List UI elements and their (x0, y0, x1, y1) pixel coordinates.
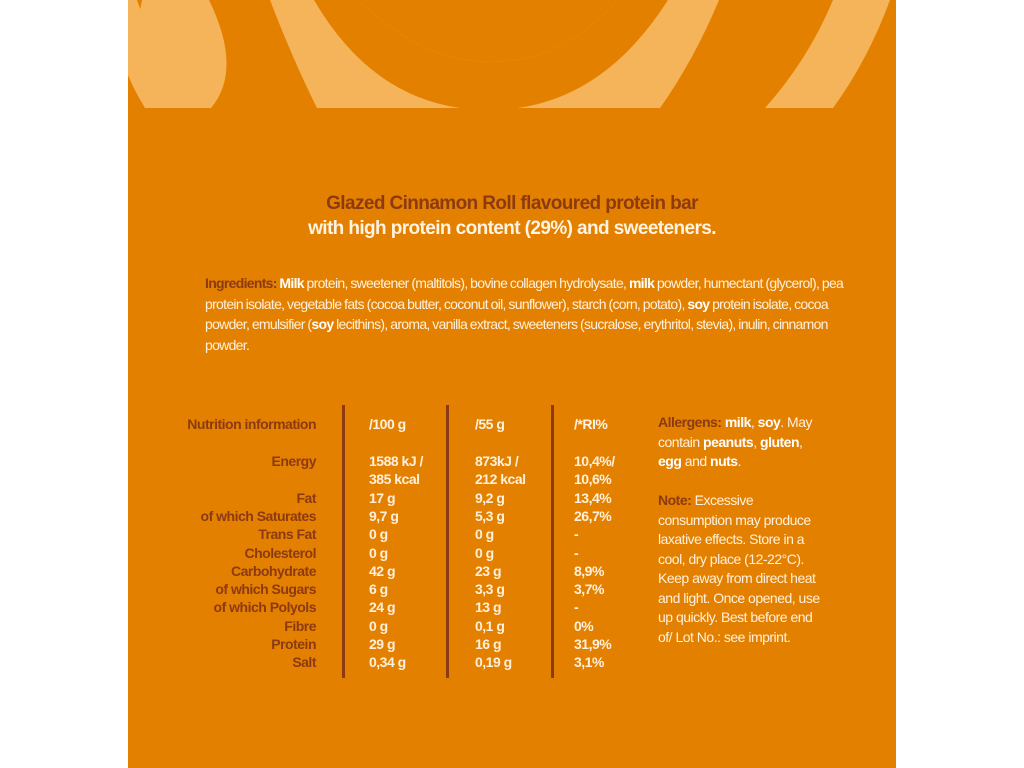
nutrition-panel: Glazed Cinnamon Roll flavoured protein b… (128, 0, 896, 768)
text-segment: protein, sweetener (maltitols), bovine c… (303, 275, 629, 291)
value-per-100g: 385 kcal (369, 471, 420, 488)
column-divider (342, 405, 345, 678)
swirl-left-band (136, 0, 227, 108)
swirl-right-band (765, 0, 890, 108)
value-per-55g: 23 g (475, 562, 502, 579)
bold-allergen: Milk (279, 275, 304, 291)
nutrient-label: Fat (296, 489, 317, 506)
storage-note: Note: Excessive consumption may produce … (658, 491, 828, 647)
value-per-100g: 1588 kJ / (369, 453, 423, 469)
value-per-55g: 9,2 g (475, 489, 505, 506)
value-per-100g: 0 g (369, 617, 388, 634)
header-nutrition-information: Nutrition information (187, 416, 316, 432)
value-ri-percent: 26,7% (574, 507, 612, 524)
header-per-55g: /55 g (475, 416, 505, 432)
value-per-55g: 3,3 g (475, 581, 505, 598)
value-per-100g: 17 g (369, 489, 396, 506)
product-title: Glazed Cinnamon Roll flavoured protein b… (326, 193, 698, 214)
text-segment: powder, humectant (glycerol), pea protei… (205, 275, 844, 312)
text-segment: , (753, 433, 761, 450)
nutrient-label: Protein (271, 636, 316, 652)
text-segment: , (750, 414, 758, 430)
value-per-55g: 0 g (475, 526, 494, 543)
bold-allergen: soy (311, 316, 334, 332)
value-per-55g: 0,19 g (475, 654, 512, 671)
value-per-55g: 13 g (475, 599, 502, 616)
nutrient-label: of which Polyols (213, 599, 317, 616)
value-ri-percent: 13,4% (574, 489, 612, 506)
value-per-55g: 0,1 g (475, 617, 505, 634)
value-ri-percent: 8,9% (574, 562, 604, 579)
value-per-100g: 42 g (369, 562, 396, 579)
nutrient-label: Trans Fat (258, 526, 316, 543)
bold-allergen: nuts (710, 453, 738, 469)
text-segment: . May contain (658, 414, 813, 450)
bold-allergen: milk (628, 275, 655, 291)
header-per-100g: /100 g (369, 416, 406, 432)
value-ri-percent: 31,9% (574, 636, 612, 652)
section-label: Note: (658, 492, 695, 508)
value-per-55g: 873kJ / (475, 453, 519, 469)
swirl-orange-ring (314, 0, 668, 108)
value-per-55g: 16 g (475, 636, 502, 652)
text-segment: Excessive consumption may produce laxati… (658, 492, 820, 645)
product-subtitle: with high protein content (29%) and swee… (308, 218, 716, 239)
bold-allergen: soy (757, 414, 781, 430)
text-segment: lecithins), aroma, vanilla extract, swee… (205, 316, 828, 353)
value-ri-percent: 3,1% (574, 654, 604, 671)
value-per-100g: 29 g (369, 636, 396, 652)
value-ri-percent: 10,6% (574, 471, 612, 488)
side-notes: Allergens: milk, soy. May contain peanut… (658, 413, 828, 667)
column-divider (446, 405, 449, 678)
nutrient-label: Fibre (284, 617, 316, 634)
text-segment: . (737, 453, 742, 469)
bold-allergen: milk (724, 414, 752, 430)
value-ri-percent: - (574, 544, 579, 561)
value-ri-percent: 0% (574, 617, 594, 634)
swirl-inner-ring (358, 0, 618, 62)
value-per-100g: 0,34 g (369, 654, 406, 671)
ingredients-text: Ingredients: Milk protein, sweetener (ma… (205, 273, 845, 355)
value-ri-percent: 3,7% (574, 581, 604, 598)
bold-allergen: egg (658, 453, 682, 469)
nutrient-label: Carbohydrate (230, 562, 317, 579)
text-segment: protein isolate, cocoa powder, emulsifie… (205, 295, 829, 333)
value-per-100g: 6 g (369, 581, 388, 598)
section-label: Ingredients: (205, 275, 280, 291)
nutrient-label: of which Sugars (215, 581, 316, 598)
bold-allergen: soy (687, 295, 710, 312)
bold-allergen: gluten (760, 433, 800, 450)
header-ri-percent: /*RI% (574, 416, 608, 432)
text-segment: and (681, 453, 711, 469)
section-label: Allergens: (658, 414, 725, 430)
nutrient-label: Salt (292, 654, 316, 671)
swirl-decoration (128, 0, 890, 108)
value-ri-percent: - (574, 599, 579, 616)
value-ri-percent: 10,4%/ (574, 453, 615, 469)
value-per-100g: 24 g (369, 599, 396, 616)
value-ri-percent: - (574, 526, 579, 543)
bold-allergen: peanuts (703, 433, 754, 450)
value-per-100g: 0 g (369, 526, 388, 543)
nutrient-label: of which Saturates (200, 507, 317, 524)
text-segment: , (799, 433, 803, 450)
nutrient-label: Energy (271, 453, 317, 469)
allergens-text: Allergens: milk, soy. May contain peanut… (658, 413, 828, 472)
value-per-55g: 212 kcal (475, 471, 526, 488)
value-per-55g: 0 g (475, 544, 494, 561)
column-divider (551, 405, 554, 678)
value-per-100g: 0 g (369, 544, 388, 561)
nutrient-label: Cholesterol (244, 544, 316, 561)
value-per-100g: 9,7 g (369, 507, 399, 524)
value-per-55g: 5,3 g (475, 507, 505, 524)
